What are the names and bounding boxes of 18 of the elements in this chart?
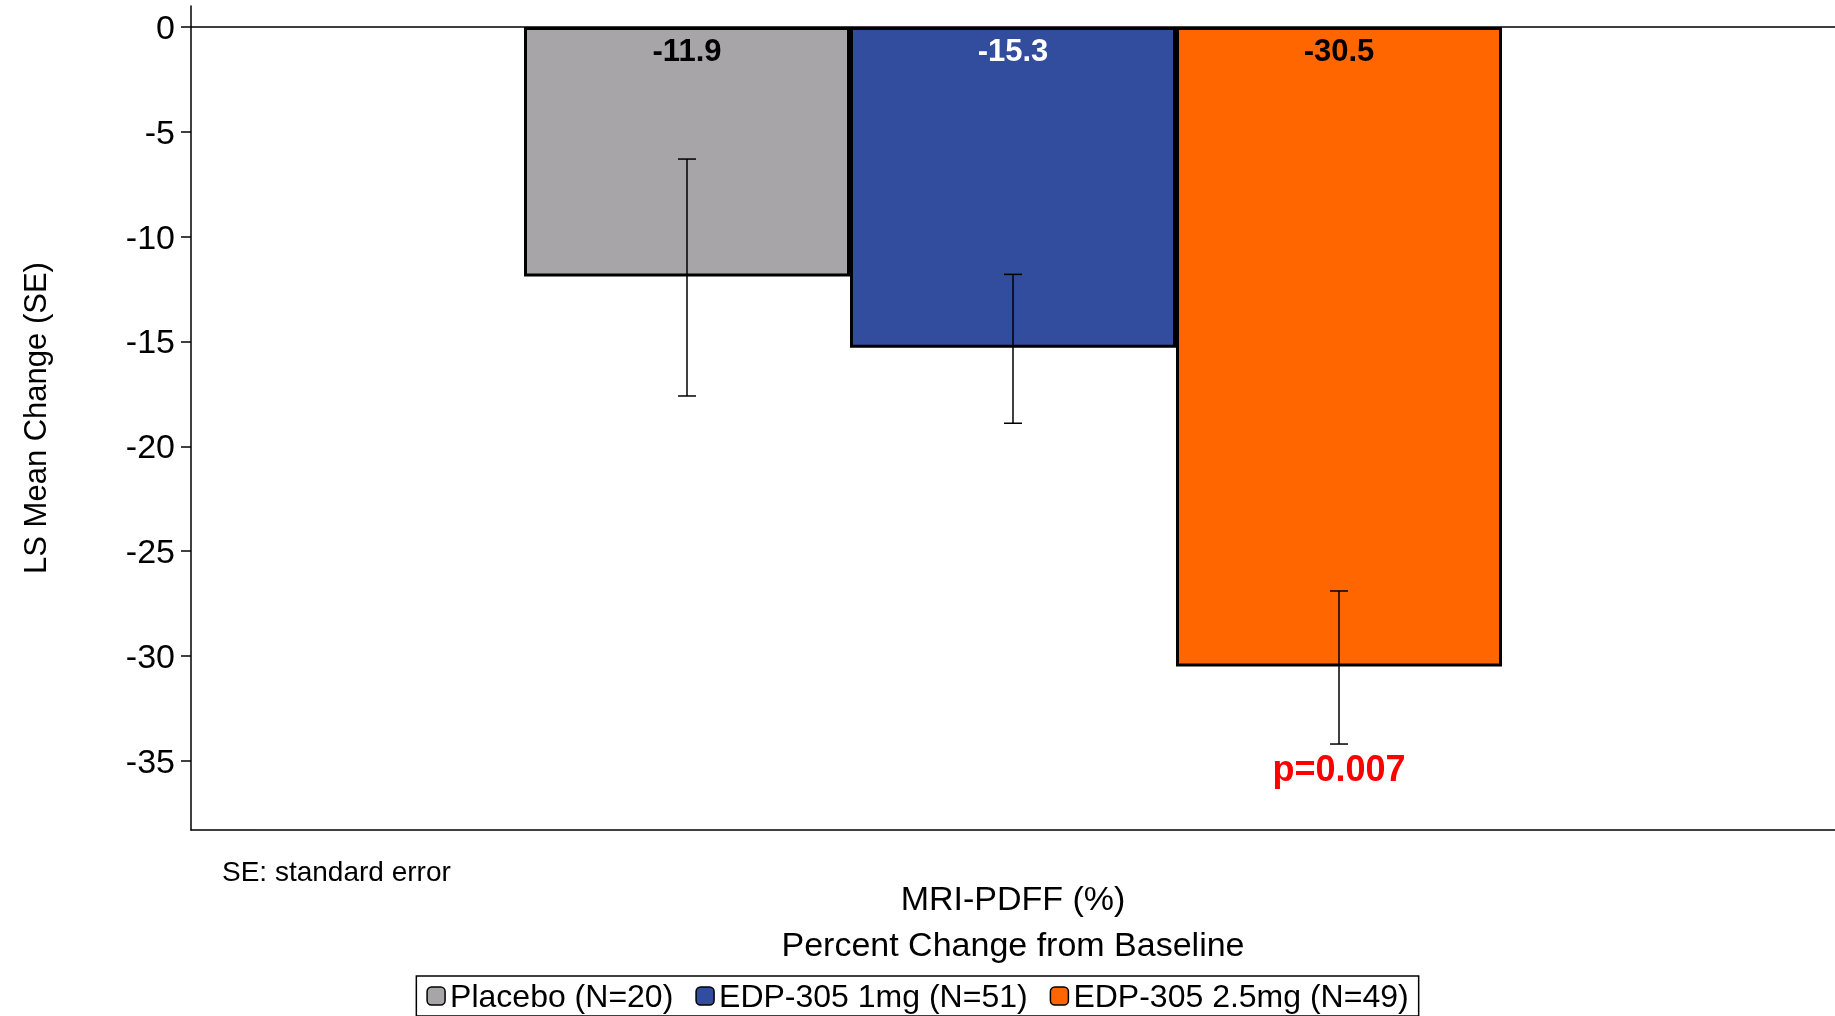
legend-label: EDP-305 2.5mg (N=49) [1073, 978, 1409, 1014]
y-tick-label: -30 [125, 636, 175, 675]
x-axis-title: MRI-PDFF (%) Percent Change from Baseline [781, 879, 1245, 963]
data-label: -30.5 [1303, 32, 1375, 68]
legend-label: EDP-305 1mg (N=51) [719, 978, 1028, 1014]
data-label: -11.9 [652, 32, 722, 68]
y-axis-title: LS Mean Change (SE) [18, 262, 53, 574]
y-tick-label: -35 [125, 741, 175, 780]
y-tick-label: -20 [125, 427, 175, 466]
legend-label: Placebo (N=20) [450, 978, 674, 1014]
text: SE: standard error [222, 855, 451, 887]
y-tick-label: -5 [144, 112, 175, 151]
y-tick-label: -25 [125, 532, 175, 571]
y-tick-label: -10 [125, 217, 175, 256]
data-label: -15.3 [977, 32, 1049, 68]
annotation: p=0.007 [1272, 747, 1406, 789]
y-tick-label: 0 [156, 7, 175, 46]
y-tick-label: -15 [125, 322, 175, 361]
